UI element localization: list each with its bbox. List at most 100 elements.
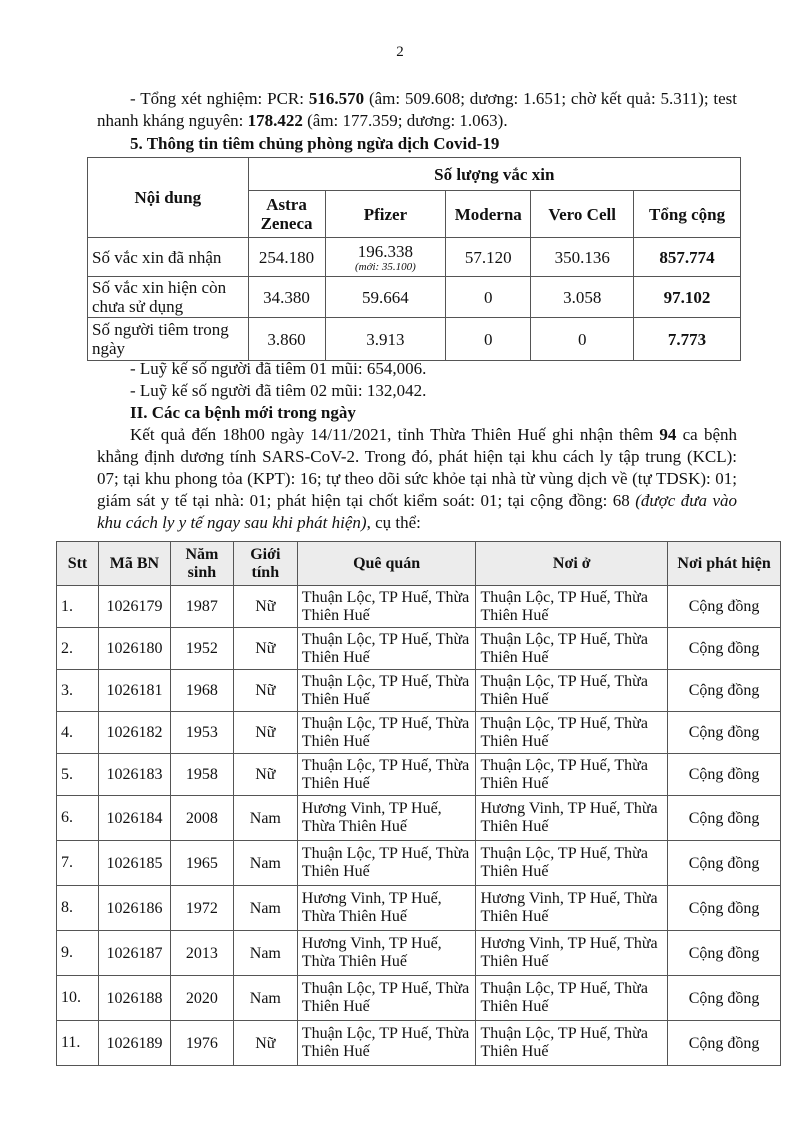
- case-row: 11. 1026189 1976 Nữ Thuận Lộc, TP Huế, Thừa …: [56, 1020, 781, 1066]
- case-cell: 1026182: [97, 711, 171, 754]
- case-cell: 1026180: [97, 627, 171, 670]
- value: 0: [484, 329, 493, 349]
- case-cell: Cộng đồng: [667, 885, 781, 931]
- case-cell: Nam: [232, 795, 298, 841]
- case-cell: Nữ: [232, 711, 298, 754]
- case-cell: Cộng đồng: [667, 753, 781, 796]
- case-cell: Thuận Lộc, TP Huế, Thừa Thiên Huế: [296, 627, 477, 670]
- value: 34.380: [263, 287, 310, 307]
- text: Kết quả đến 18h00 ngày 14/11/2021, tỉnh …: [130, 425, 660, 444]
- summary-paragraph: Kết quả đến 18h00 ngày 14/11/2021, tỉnh …: [97, 424, 737, 534]
- vaccine-cell: 0: [445, 317, 532, 361]
- vaccine-cell: 34.380: [247, 276, 326, 318]
- case-row: 3. 1026181 1968 Nữ Thuận Lộc, TP Huế, Thừa T…: [56, 669, 781, 712]
- case-row: 1. 1026179 1987 Nữ Thuận Lộc, TP Huế, Thừa T…: [56, 585, 781, 628]
- case-cell: 1026181: [97, 669, 171, 712]
- vaccine-row: Số vắc xin hiện còn chưa sử dụng 34.380 59…: [87, 276, 741, 318]
- case-cell: 1952: [169, 627, 234, 670]
- case-cell: Thuận Lộc, TP Huế, Thừa Thiên Huế: [475, 669, 669, 712]
- case-cell: Nữ: [232, 1020, 298, 1066]
- case-cell: 1968: [169, 669, 234, 712]
- case-cell: 5.: [56, 753, 99, 796]
- text: , cụ thể:: [366, 513, 421, 532]
- cumulative-1: - Luỹ kế số người đã tiêm 01 mũi: 654,00…: [130, 359, 427, 378]
- case-column-header: Giới tính: [232, 541, 298, 586]
- case-cell: Hương Vinh, TP Huế, Thừa Thiên Huế: [475, 885, 669, 931]
- vaccine-cell: 196.338 (mới: 35.100): [324, 237, 447, 277]
- case-cell: Cộng đồng: [667, 795, 781, 841]
- value: 0: [577, 329, 587, 349]
- case-cell: Cộng đồng: [667, 840, 781, 886]
- case-column-header: Nơi phát hiện: [667, 541, 781, 586]
- case-cell: Cộng đồng: [667, 627, 781, 670]
- case-cell: Nam: [232, 840, 298, 886]
- case-row: 4. 1026182 1953 Nữ Thuận Lộc, TP Huế, Thừa T…: [56, 711, 781, 754]
- case-row: 10. 1026188 2020 Nam Thuận Lộc, TP Huế, Thừa…: [56, 975, 781, 1021]
- case-cell: 1976: [169, 1020, 234, 1066]
- case-cell: 1972: [169, 885, 234, 931]
- case-cell: 1026185: [97, 840, 171, 886]
- case-cell: Nữ: [232, 753, 298, 796]
- vaccine-table: Nội dung Số lượng vắc xin Astra Zeneca Pfi…: [87, 157, 742, 361]
- vaccine-section-title: 5. Thông tin tiêm chủng phòng ngừa dịch …: [130, 134, 500, 153]
- case-row: 8. 1026186 1972 Nam Hương Vinh, TP Huế, Thừa…: [56, 885, 781, 931]
- vaccine-cell: 3.058: [530, 276, 635, 318]
- case-cell: Nữ: [232, 669, 298, 712]
- case-cell: 1987: [169, 585, 234, 628]
- case-cell: 10.: [56, 975, 99, 1021]
- cumulative-2: - Luỹ kế số người đã tiêm 02 mũi: 132,04…: [130, 381, 427, 400]
- case-cell: 1026186: [97, 885, 171, 931]
- rapid-total: 178.422: [247, 111, 303, 130]
- text: ca bệnh khẳng định dương tính SARS-CoV-2…: [97, 425, 737, 510]
- case-column-header: Stt: [56, 541, 99, 586]
- case-cell: Thuận Lộc, TP Huế, Thừa Thiên Huế: [475, 1020, 669, 1066]
- vaccine-cell: 59.664: [324, 276, 447, 318]
- vaccine-cell: 3.913: [324, 317, 447, 361]
- text: (âm: 509.608; dương: 1.651; chờ kết quả:…: [97, 89, 738, 130]
- note: (mới: 35.100): [354, 260, 416, 273]
- case-cell: Cộng đồng: [667, 1020, 781, 1066]
- value: 254.180: [258, 247, 315, 267]
- case-row: 9. 1026187 2013 Nam Hương Vinh, TP Huế, Thừa…: [56, 930, 781, 976]
- row-label: Số người tiêm trong ngày: [87, 317, 249, 361]
- vaccine-column-header: Tổng cộng: [633, 190, 741, 238]
- case-cell: 7.: [56, 840, 99, 886]
- case-cell: 1026188: [97, 975, 171, 1021]
- case-cell: Thuận Lộc, TP Huế, Thừa Thiên Huế: [475, 627, 669, 670]
- case-cell: 1026189: [97, 1020, 171, 1066]
- case-row: 7. 1026185 1965 Nam Thuận Lộc, TP Huế, Thừa …: [56, 840, 781, 886]
- vaccine-column-header: Vero Cell: [530, 190, 635, 238]
- case-cell: 2020: [169, 975, 234, 1021]
- case-cell: 11.: [56, 1020, 99, 1066]
- text: (được đưa vào khu cách ly y tế ngay sau …: [97, 491, 737, 532]
- vaccine-cell: 7.773: [633, 317, 741, 361]
- vaccine-row: Số người tiêm trong ngày 3.860 3.913 0 0 7.77…: [87, 317, 741, 361]
- vaccine-row: Số vắc xin đã nhận 254.180 196.338 (mới: 35…: [87, 237, 741, 277]
- vaccine-cell: 97.102: [633, 276, 741, 318]
- case-cell: Thuận Lộc, TP Huế, Thừa Thiên Huế: [296, 585, 477, 628]
- case-cell: Thuận Lộc, TP Huế, Thừa Thiên Huế: [296, 753, 477, 796]
- value: 3.860: [267, 329, 306, 349]
- case-cell: Hương Vinh, TP Huế, Thừa Thiên Huế: [475, 930, 669, 976]
- case-cell: Thuận Lộc, TP Huế, Thừa Thiên Huế: [475, 753, 669, 796]
- case-cell: Hương Vinh, TP Huế, Thừa Thiên Huế: [296, 930, 477, 976]
- vaccine-cell: 350.136: [530, 237, 635, 277]
- case-cell: Cộng đồng: [667, 930, 781, 976]
- text: - Tổng xét nghiệm: PCR:: [130, 89, 309, 108]
- vaccine-cell: 0: [445, 276, 532, 318]
- case-row: 5. 1026183 1958 Nữ Thuận Lộc, TP Huế, Thừa T…: [56, 753, 781, 796]
- case-cell: Cộng đồng: [667, 585, 781, 628]
- case-column-header: Quê quán: [296, 541, 477, 586]
- pcr-total: 516.570: [308, 89, 365, 108]
- case-cell: 1958: [169, 753, 234, 796]
- vaccine-column-header: Astra Zeneca: [247, 190, 326, 238]
- case-cell: 3.: [56, 669, 99, 712]
- row-label: Số vắc xin đã nhận: [87, 237, 249, 277]
- case-column-header: Mã BN: [97, 541, 171, 586]
- page-number: 2: [396, 44, 404, 60]
- row-label: Số vắc xin hiện còn chưa sử dụng: [87, 276, 249, 318]
- vaccine-cell: 0: [530, 317, 635, 361]
- testing-paragraph: - Tổng xét nghiệm: PCR: 516.570 (âm: 509…: [97, 88, 737, 132]
- vaccine-column-header: Moderna: [445, 190, 532, 238]
- case-cell: Thuận Lộc, TP Huế, Thừa Thiên Huế: [475, 585, 669, 628]
